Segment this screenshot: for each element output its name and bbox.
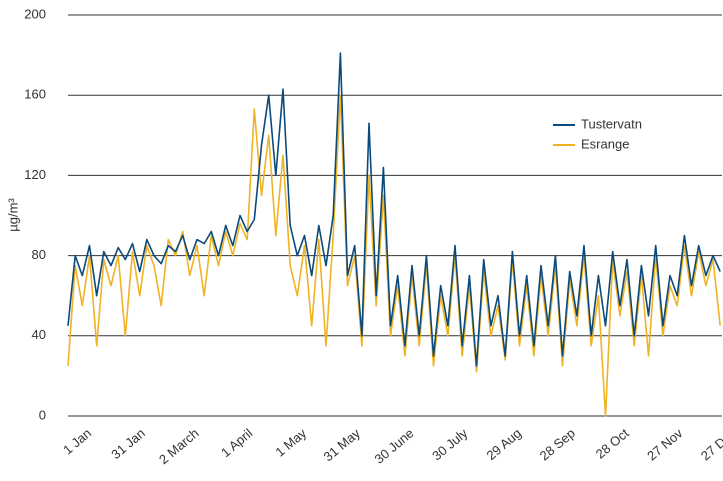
series-line — [67, 94, 721, 417]
x-tick-label: 30 June — [372, 425, 417, 466]
x-tick-label: 31 Jan — [108, 425, 148, 462]
series-line — [67, 52, 721, 367]
x-tick-label: 1 April — [218, 425, 255, 460]
y-tick-label: 80 — [32, 247, 46, 262]
x-tick-label: 1 Jan — [60, 425, 94, 457]
y-tick-label: 200 — [24, 6, 46, 21]
y-tick-label: 160 — [24, 87, 46, 102]
x-tick-label: 29 Aug — [483, 425, 524, 463]
x-tick-label: 1 May — [272, 425, 309, 460]
legend-label: Esrange — [581, 136, 629, 151]
legend-label: Tustervatn — [581, 116, 642, 131]
x-tick-label: 2 March — [156, 425, 202, 467]
x-tick-label: 28 Oct — [593, 425, 632, 461]
y-axis-label: µg/m³ — [5, 198, 20, 232]
y-tick-label: 40 — [32, 327, 46, 342]
x-tick-label: 27 Dec — [698, 425, 723, 463]
x-tick-label: 30 July — [429, 425, 471, 463]
x-tick-label: 31 May — [321, 425, 364, 464]
x-tick-label: 27 Nov — [644, 425, 686, 463]
y-tick-label: 120 — [24, 167, 46, 182]
y-tick-label: 0 — [39, 407, 46, 422]
x-tick-label: 28 Sep — [537, 425, 578, 463]
